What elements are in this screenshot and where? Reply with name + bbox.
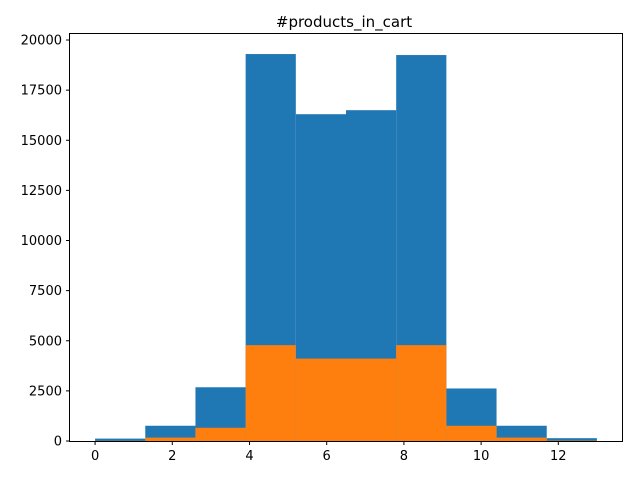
histogram-bar-series1-bin4	[295, 358, 346, 441]
plot-frame	[69, 33, 623, 442]
histogram-bar-series1-bin3	[245, 345, 296, 441]
x-tick-label: 2	[168, 449, 176, 464]
x-axis: 0 2 4 6 8 10 12	[91, 441, 567, 464]
histogram-bar-series1-bin6	[396, 345, 447, 441]
y-axis: 0 2500 5000 7500 10000 12500 15000 17500 20000	[21, 34, 70, 450]
x-tick-label: 6	[323, 449, 331, 464]
histogram-bar-series1-bin7	[446, 425, 497, 441]
histogram-bar-series1-bin1	[145, 437, 196, 441]
y-tick-label: 2500	[29, 384, 62, 399]
histogram-bar-series1-bin5	[346, 358, 397, 441]
histogram-bar-series0-bin9	[546, 438, 597, 441]
x-tick-label: 8	[400, 449, 408, 464]
histogram-bar-series0-bin8	[496, 425, 547, 441]
histogram-bar-series0-bin0	[95, 438, 146, 441]
bars-layer	[95, 54, 597, 442]
x-tick-label: 12	[550, 449, 567, 464]
y-tick-label: 20000	[21, 34, 62, 49]
y-tick-label: 12500	[21, 184, 62, 199]
chart-title: #products_in_cart	[276, 13, 412, 32]
y-tick-label: 0	[54, 435, 62, 450]
y-tick-label: 15000	[21, 134, 62, 149]
histogram-bar-series1-bin2	[195, 427, 246, 441]
y-tick-label: 7500	[29, 284, 62, 299]
histogram-bar-series0-bin1	[145, 425, 196, 441]
y-tick-label: 10000	[21, 234, 62, 249]
y-tick-label: 5000	[29, 334, 62, 349]
x-tick-label: 4	[245, 449, 253, 464]
y-tick-label: 17500	[21, 84, 62, 99]
histogram-bar-series1-bin8	[496, 437, 547, 441]
x-tick-label: 0	[91, 449, 99, 464]
x-tick-label: 10	[473, 449, 490, 464]
